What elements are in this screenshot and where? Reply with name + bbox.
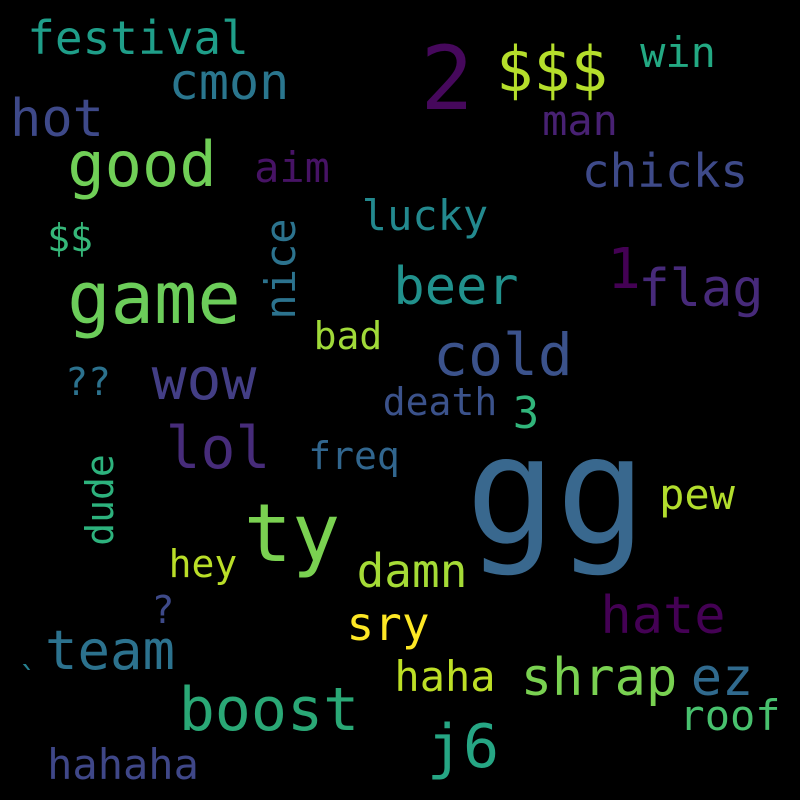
- word-chicks: chicks: [581, 144, 749, 198]
- word-ty: ty: [243, 487, 341, 580]
- word-gg: gg: [465, 405, 647, 579]
- word-good: good: [67, 128, 217, 201]
- word-aim: aim: [254, 143, 330, 192]
- word-hey: hey: [168, 542, 238, 586]
- word-beer: beer: [393, 257, 519, 317]
- word-dollars-2: $$: [47, 216, 93, 260]
- word-death: death: [382, 380, 498, 424]
- word-dollars-3: $$$: [496, 33, 608, 106]
- word-game: game: [67, 256, 241, 340]
- word-pew: pew: [659, 470, 735, 519]
- word-festival: festival: [27, 11, 249, 65]
- word-hahaha: hahaha: [47, 740, 199, 789]
- word-flag: flag: [638, 259, 764, 319]
- word-cmon: cmon: [168, 53, 290, 111]
- word-lucky: lucky: [361, 191, 489, 240]
- word-2: 2: [420, 27, 474, 130]
- word-bad: bad: [313, 314, 383, 358]
- word-lol: lol: [165, 414, 271, 482]
- word-wow: wow: [151, 345, 257, 413]
- word-hate: hate: [600, 586, 726, 646]
- word-3: 3: [512, 388, 540, 439]
- word-dude: dude: [78, 454, 122, 546]
- word-team: team: [44, 619, 176, 682]
- word-sry: sry: [346, 597, 430, 651]
- word-roof: roof: [679, 691, 781, 740]
- word-freq: freq: [308, 434, 400, 478]
- word-question-question: ??: [65, 360, 111, 404]
- word-man: man: [542, 96, 618, 145]
- word-win: win: [640, 28, 716, 77]
- word-boost: boost: [178, 675, 360, 745]
- word-haha: haha: [394, 652, 496, 701]
- word-j6: j6: [426, 712, 500, 782]
- word-1: 1: [607, 237, 641, 302]
- word-cold: cold: [433, 321, 573, 389]
- word-damn: damn: [356, 544, 468, 598]
- word-backtick: `: [18, 660, 38, 698]
- word-hot: hot: [10, 89, 104, 149]
- word-ez: ez: [690, 648, 754, 708]
- word-shrap: shrap: [520, 648, 678, 708]
- word-nice: nice: [256, 218, 305, 320]
- word-question: ?: [151, 588, 175, 632]
